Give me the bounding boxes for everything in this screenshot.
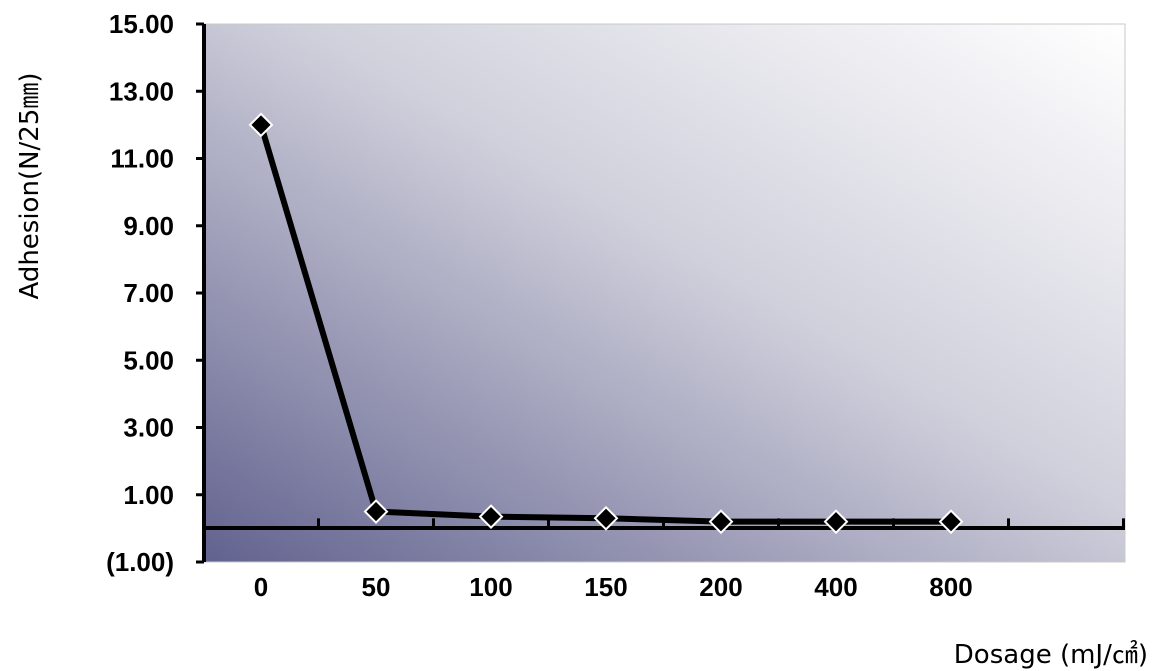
y-tick-label: 15.00 [109,9,174,39]
data-point [593,505,619,531]
y-tick-label: (1.00) [106,547,174,577]
x-tick-label: 50 [362,572,391,602]
y-tick-label: 11.00 [110,144,174,174]
plot-area [203,23,1126,563]
x-tick-label: 200 [699,572,742,602]
data-point [248,112,274,138]
series-layer [248,112,964,535]
data-point [363,499,389,524]
y-tick-label: 3.00 [123,413,174,443]
x-tick-label: 400 [814,572,857,602]
x-tick-label: 150 [584,572,627,602]
x-axis: 0 50 100 150 200 400 800 [202,518,1125,602]
y-tick-label: 9.00 [123,211,174,241]
x-axis-title: Dosage (mJ/㎠) [954,640,1148,670]
x-tick-label: 800 [929,572,972,602]
y-tick-label: 13.00 [109,76,174,106]
data-point [478,504,504,530]
y-tick-label: 5.00 [123,345,174,375]
y-tick-label: 7.00 [123,278,174,308]
y-tick-label: 1.00 [123,480,174,510]
data-point [938,509,964,535]
data-point [823,509,849,535]
y-axis: (1.00) 1.00 3.00 5.00 7.00 9.00 11.00 13.00 15.0… [106,9,206,577]
x-tick-label: 100 [469,572,512,602]
data-point [708,509,734,535]
x-tick-label: 0 [254,572,268,602]
y-axis-title: Adhesion(N/25㎜) [15,72,45,299]
